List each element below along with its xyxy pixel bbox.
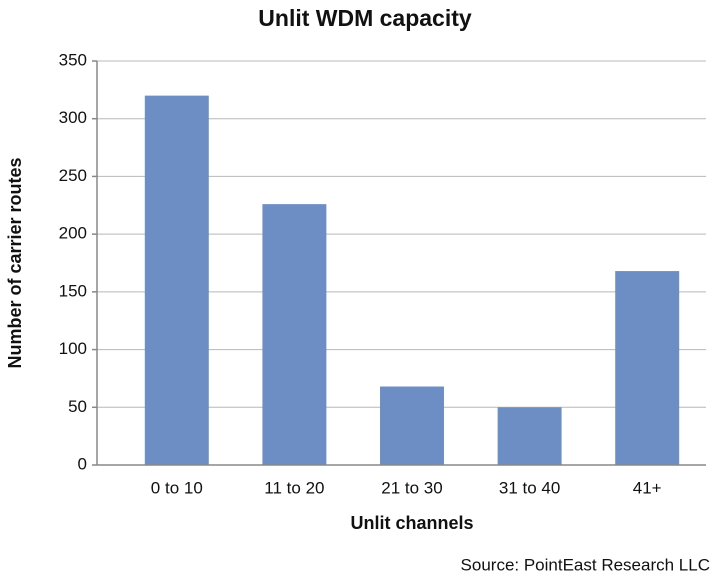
bar: [380, 386, 444, 465]
x-axis-title: Unlit channels: [350, 513, 473, 533]
y-tick-label: 350: [59, 50, 87, 69]
y-tick-label: 0: [78, 454, 87, 473]
x-tick-label: 11 to 20: [264, 478, 324, 497]
x-tick-label: 31 to 40: [499, 478, 560, 497]
source-note: Source: PointEast Research LLC: [461, 555, 710, 574]
x-tick-label: 41+: [633, 478, 662, 497]
y-tick-label: 50: [68, 397, 87, 416]
y-axis-title: Number of carrier routes: [5, 157, 25, 368]
bar: [262, 204, 327, 466]
x-tick-label: 21 to 30: [381, 478, 442, 497]
y-tick-label: 250: [59, 166, 87, 185]
chart-title: Unlit WDM capacity: [258, 5, 472, 31]
bar: [615, 271, 680, 465]
y-tick-label: 150: [59, 281, 87, 300]
x-tick-label: 0 to 10: [151, 478, 203, 497]
y-tick-label: 100: [59, 339, 87, 358]
y-tick-label: 300: [59, 108, 87, 127]
y-tick-label: 200: [59, 224, 87, 243]
bar: [144, 95, 209, 465]
bar: [497, 407, 562, 465]
